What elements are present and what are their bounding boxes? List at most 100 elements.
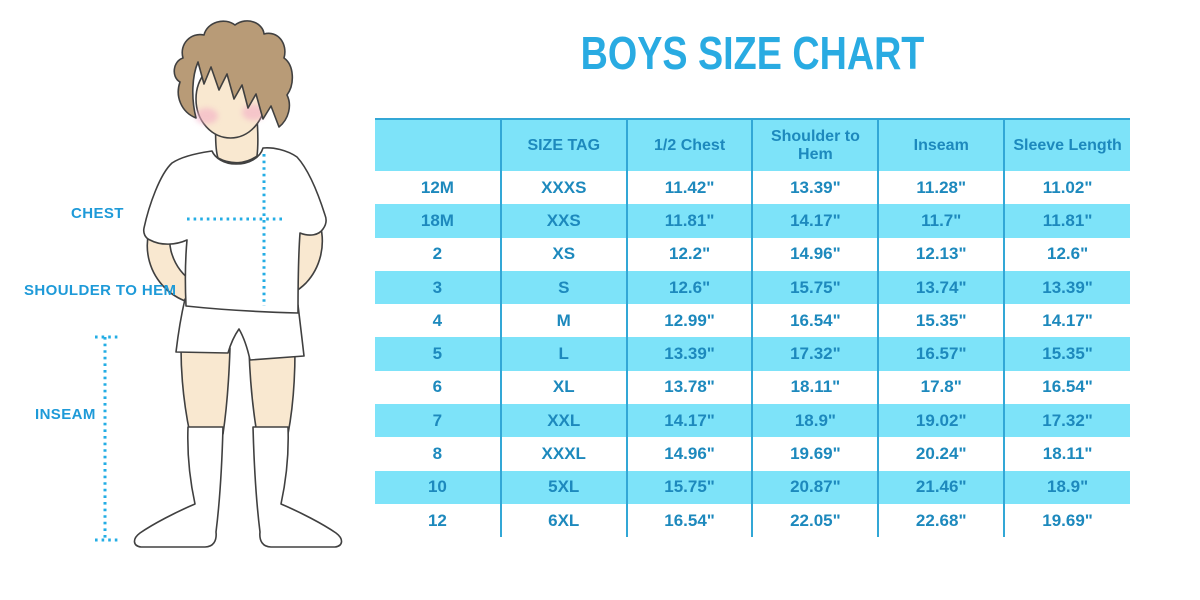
table-row: 10 5XL 15.75" 20.87" 21.46" 18.9"	[375, 470, 1130, 504]
table-cell: 12.6"	[625, 270, 753, 305]
table-cell: 17.32"	[751, 337, 879, 371]
table-cell: 14.17"	[751, 204, 879, 238]
boy-sock-left	[133, 426, 224, 548]
table-cell: L	[499, 337, 627, 371]
table-cell: 16.54"	[751, 304, 879, 338]
table-cell: XXS	[499, 204, 627, 238]
boy-measurement-diagram: CHEST SHOULDER TO HEM INSEAM	[0, 0, 375, 600]
table-cell: 15.75"	[625, 470, 753, 504]
table-cell: 3	[432, 277, 443, 297]
table-cell: XL	[499, 370, 627, 405]
table-cell: 4	[432, 310, 443, 330]
table-cell: 12.6"	[1003, 237, 1130, 271]
table-row: 6 XL 13.78" 18.11" 17.8" 16.54"	[375, 370, 1130, 405]
table-cell: 11.02"	[1003, 171, 1130, 205]
column-header: Shoulder to Hem	[751, 119, 879, 171]
shoulder-to-hem-label: SHOULDER TO HEM	[24, 282, 177, 299]
table-cell: 16.54"	[1003, 370, 1130, 405]
boy-leg-right	[248, 349, 296, 435]
boy-leg-left	[180, 347, 231, 435]
table-cell: 13.39"	[1003, 270, 1130, 305]
table-cell: 14.96"	[625, 437, 753, 471]
size-table: SIZE TAG 1/2 Chest Shoulder to Hem Inseam Sl…	[375, 118, 1130, 538]
table-header-row: SIZE TAG 1/2 Chest Shoulder to Hem Inseam Sl…	[375, 119, 1130, 171]
table-row: 18M XXS 11.81" 14.17" 11.7" 11.81"	[375, 204, 1130, 238]
table-cell: 15.75"	[751, 270, 879, 305]
table-cell: 13.74"	[877, 270, 1005, 305]
table-cell: 14.17"	[1003, 304, 1130, 338]
table-cell: 2	[432, 244, 443, 264]
table-cell: S	[499, 270, 627, 305]
table-cell: 22.05"	[751, 503, 879, 538]
column-header: Inseam	[877, 119, 1005, 171]
table-cell: 20.24"	[877, 437, 1005, 471]
table-cell: 18.9"	[1003, 470, 1130, 504]
table-cell: XS	[499, 237, 627, 271]
table-cell: 8	[432, 444, 443, 464]
table-cell: 13.78"	[625, 370, 753, 405]
table-row: 12M XXXS 11.42" 13.39" 11.28" 11.02"	[375, 171, 1130, 205]
table-row: 8 XXXL 14.96" 19.69" 20.24" 18.11"	[375, 437, 1130, 471]
table-cell: 19.69"	[751, 437, 879, 471]
table-cell: 12M	[420, 177, 454, 197]
table-cell: 11.81"	[1003, 204, 1130, 238]
table-cell: 7	[432, 410, 443, 430]
table-cell: 18.9"	[751, 404, 879, 438]
table-row: 2 XS 12.2" 14.96" 12.13" 12.6"	[375, 237, 1130, 271]
table-row: 12 6XL 16.54" 22.05" 22.68" 19.69"	[375, 503, 1130, 538]
table-cell: 11.81"	[625, 204, 753, 238]
table-cell: 13.39"	[625, 337, 753, 371]
table-cell: 16.54"	[625, 503, 753, 538]
table-row: 7 XXL 14.17" 18.9" 19.02" 17.32"	[375, 404, 1130, 438]
column-header: SIZE TAG	[499, 119, 627, 171]
table-cell: 12.2"	[625, 237, 753, 271]
boy-sock-right	[252, 426, 343, 548]
table-cell: 17.8"	[877, 370, 1005, 405]
table-cell: 19.69"	[1003, 503, 1130, 538]
inseam-label: INSEAM	[35, 406, 96, 423]
column-header: Sleeve Length	[1003, 119, 1130, 171]
table-cell: 12	[427, 510, 447, 530]
table-cell: 18.11"	[751, 370, 879, 405]
table-cell: XXXL	[499, 437, 627, 471]
boy-hair	[173, 20, 294, 128]
table-cell: 12.99"	[625, 304, 753, 338]
table-cell: 6	[432, 377, 443, 397]
table-cell: 11.7"	[877, 204, 1005, 238]
table-cell: 15.35"	[877, 304, 1005, 338]
table-cell: 5XL	[499, 470, 627, 504]
table-cell: 10	[427, 477, 447, 497]
table-cell: 22.68"	[877, 503, 1005, 538]
table-cell: 21.46"	[877, 470, 1005, 504]
boy-shirt	[142, 147, 327, 314]
table-cell: 15.35"	[1003, 337, 1130, 371]
table-cell: 5	[432, 344, 443, 364]
table-row: 3 S 12.6" 15.75" 13.74" 13.39"	[375, 270, 1130, 305]
table-cell: 18M	[420, 210, 454, 230]
table-cell: 12.13"	[877, 237, 1005, 271]
table-cell: 17.32"	[1003, 404, 1130, 438]
table-cell: 14.17"	[625, 404, 753, 438]
inseam-measure-line	[95, 335, 119, 542]
table-row: 5 L 13.39" 17.32" 16.57" 15.35"	[375, 337, 1130, 371]
table-cell: 14.96"	[751, 237, 879, 271]
column-header	[375, 119, 501, 171]
table-cell: 16.57"	[877, 337, 1005, 371]
table-cell: XXXS	[499, 171, 627, 205]
boy-shorts	[175, 298, 305, 361]
table-cell: 6XL	[499, 503, 627, 538]
page-title: BOYS SIZE CHART	[580, 27, 925, 79]
table-cell: 11.28"	[877, 171, 1005, 205]
chest-label: CHEST	[71, 205, 124, 222]
table-cell: 18.11"	[1003, 437, 1130, 471]
table-cell: M	[499, 304, 627, 338]
table-row: 4 M 12.99" 16.54" 15.35" 14.17"	[375, 304, 1130, 338]
table-cell: XXL	[499, 404, 627, 438]
table-cell: 13.39"	[751, 171, 879, 205]
boy-illustration	[95, 20, 343, 548]
table-cell: 20.87"	[751, 470, 879, 504]
boy-cheek-left	[195, 108, 218, 124]
table-cell: 11.42"	[625, 171, 753, 205]
column-header: 1/2 Chest	[625, 119, 753, 171]
